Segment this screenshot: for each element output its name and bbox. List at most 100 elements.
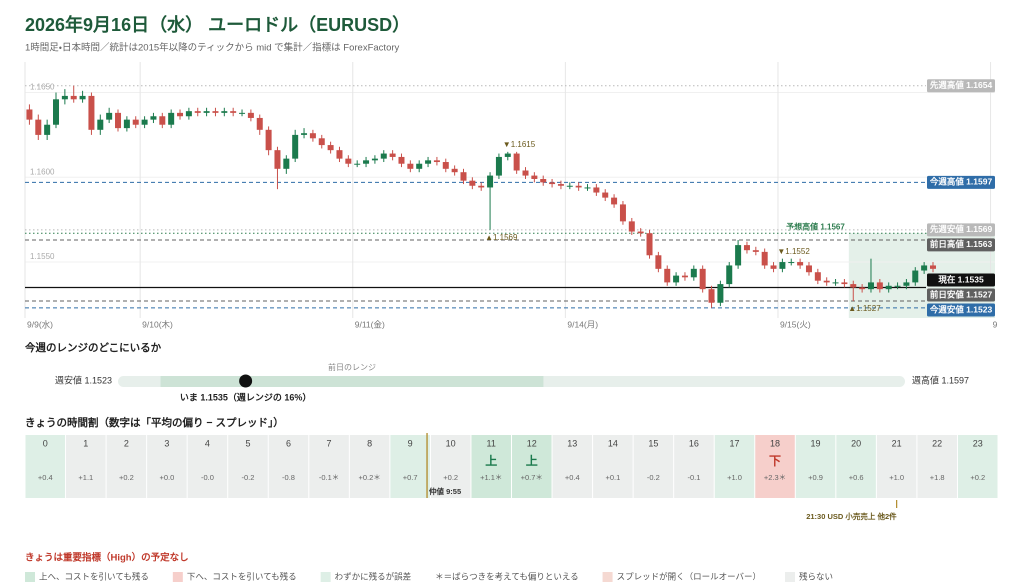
hour-cell	[755, 435, 795, 498]
candle-body	[708, 289, 715, 303]
candle-body	[779, 262, 786, 269]
candle-body	[416, 163, 423, 169]
candle-body	[79, 95, 86, 100]
candle-body	[752, 250, 759, 252]
candle-body	[495, 156, 502, 176]
candle-body	[504, 153, 511, 157]
candle-body	[407, 163, 414, 169]
candle-body	[690, 268, 697, 278]
candle-body	[336, 150, 343, 159]
candle-body	[894, 285, 901, 287]
candle-body	[903, 282, 910, 286]
candle-body	[726, 265, 733, 285]
legend-label: 下へ、コストを引いても残る	[187, 571, 297, 581]
annotation: ▲1.1527	[848, 304, 881, 313]
candle-body	[318, 138, 325, 146]
hour-label: 17	[729, 438, 739, 448]
level-label: 現在 1.1535	[938, 274, 984, 284]
hour-cell	[957, 435, 998, 498]
hour-value: +0.2	[119, 473, 134, 482]
hour-cell	[714, 435, 755, 498]
hour-cell	[836, 435, 876, 498]
candle-body	[611, 197, 618, 205]
candle-body	[797, 262, 804, 266]
candle-body	[770, 265, 777, 269]
level-label: 先週安値 1.1569	[930, 224, 993, 234]
candle-body	[487, 175, 494, 188]
level-label-box	[927, 303, 995, 317]
candle-body	[212, 111, 219, 113]
legend-swatch	[172, 572, 183, 582]
hour-value: +0.7	[403, 473, 418, 482]
y-tick-label: 1.1650	[30, 83, 55, 92]
hour-cell	[106, 435, 147, 498]
level-label-box	[927, 79, 995, 93]
hour-value: +0.2	[970, 473, 985, 482]
hour-cell	[512, 435, 552, 498]
x-tick-label: 9/15(火)	[780, 319, 811, 329]
x-tick-label: 9/10(木)	[142, 319, 173, 329]
hour-value: -0.1＊	[319, 473, 339, 482]
hour-label: 23	[973, 438, 983, 448]
candle-body	[88, 95, 95, 130]
hour-label: 19	[811, 438, 821, 448]
hour-cell	[349, 435, 390, 498]
hour-cell	[268, 435, 309, 498]
candle-body	[637, 231, 644, 234]
candle-body	[673, 275, 680, 283]
candle-body	[159, 116, 166, 125]
legend-swatch	[602, 572, 613, 582]
hour-value: +1.0	[727, 473, 742, 482]
candle-body	[469, 180, 476, 186]
level-label: 今週安値 1.1523	[929, 304, 993, 314]
candle-body	[921, 265, 928, 271]
candle-body	[478, 185, 485, 188]
hour-value: +0.7＊	[521, 473, 543, 482]
candle-body	[841, 282, 848, 285]
schedule-title: きょうの時間割（数字は「平均の偏り − スプレッド」）	[25, 416, 284, 429]
hour-value: -0.1	[687, 473, 700, 482]
hour-cell	[876, 435, 917, 498]
candle-body	[602, 192, 609, 198]
hour-value: +0.0	[159, 473, 174, 482]
candle-body	[664, 268, 671, 283]
candle-body	[354, 163, 361, 165]
range-high-label: 週高値 1.1597	[912, 374, 969, 385]
level-label: 前日安値 1.1527	[930, 289, 993, 299]
hour-value: +1.1＊	[480, 473, 502, 482]
hour-label: 6	[286, 438, 291, 448]
candle-body	[814, 272, 821, 281]
candle-body	[540, 178, 547, 183]
hour-label: 20	[851, 438, 861, 448]
prev-range	[160, 376, 544, 387]
candle-body	[655, 255, 662, 269]
hour-cell	[25, 435, 66, 498]
candle-body	[106, 112, 113, 120]
hour-cell	[633, 435, 674, 498]
legend-label: 上へ、コストを引いても残る	[39, 571, 149, 581]
candle-body	[557, 184, 564, 186]
candle-body	[513, 153, 520, 171]
hour-label: 13	[567, 438, 577, 448]
level-label: 今週高値 1.1597	[929, 177, 993, 187]
hour-cell	[552, 435, 593, 498]
current-dot	[239, 374, 253, 388]
candle-body	[761, 251, 768, 266]
candle-body	[929, 265, 936, 269]
level-label: 前日高値 1.1563	[930, 239, 993, 249]
hour-label: 9	[408, 438, 413, 448]
candle-body	[363, 160, 370, 164]
level-label-box	[927, 288, 995, 302]
hour-cell	[674, 435, 714, 498]
candle-body	[301, 133, 308, 135]
x-tick-label: 9	[993, 319, 998, 329]
hour-mark: 上	[485, 453, 497, 468]
level-label-box	[927, 223, 995, 237]
candle-body	[177, 112, 184, 117]
candle-body	[168, 112, 175, 125]
candle-body	[265, 129, 272, 151]
x-tick-label: 9/11(金)	[355, 319, 385, 329]
candle-body	[61, 95, 68, 100]
hour-cell	[593, 435, 633, 498]
candle-body	[274, 150, 281, 169]
